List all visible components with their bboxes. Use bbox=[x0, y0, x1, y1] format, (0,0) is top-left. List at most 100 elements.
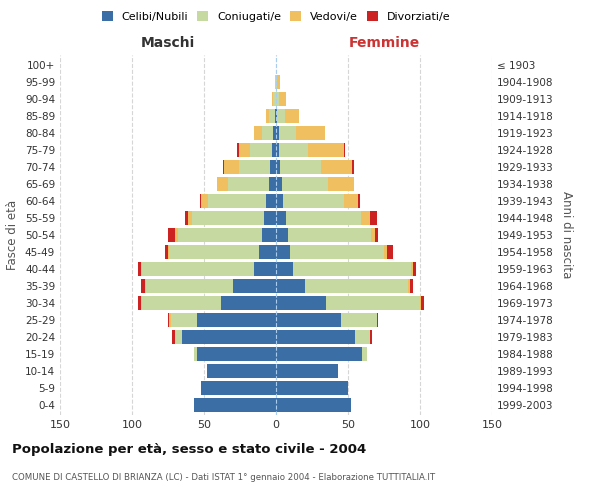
Bar bbox=[362, 347, 367, 360]
Bar bbox=[168, 245, 169, 259]
Bar bbox=[276, 228, 287, 242]
Bar bbox=[223, 160, 224, 174]
Bar bbox=[413, 262, 416, 276]
Bar bbox=[344, 144, 345, 157]
Bar bbox=[254, 262, 276, 276]
Bar bbox=[276, 160, 280, 174]
Bar bbox=[276, 347, 362, 360]
Bar bbox=[229, 178, 269, 191]
Bar bbox=[370, 211, 377, 225]
Bar bbox=[188, 211, 193, 225]
Bar bbox=[140, 296, 142, 310]
Bar bbox=[293, 262, 412, 276]
Bar bbox=[276, 92, 279, 106]
Bar bbox=[276, 211, 286, 225]
Bar bbox=[275, 76, 276, 89]
Bar bbox=[276, 398, 351, 411]
Bar bbox=[276, 126, 279, 140]
Bar bbox=[145, 279, 146, 292]
Bar bbox=[217, 178, 229, 191]
Text: Maschi: Maschi bbox=[141, 36, 195, 50]
Bar bbox=[269, 178, 276, 191]
Bar bbox=[273, 92, 276, 106]
Bar bbox=[169, 313, 171, 326]
Bar bbox=[142, 296, 221, 310]
Bar bbox=[207, 364, 276, 378]
Bar bbox=[272, 144, 276, 157]
Bar bbox=[341, 313, 377, 326]
Bar bbox=[283, 194, 344, 208]
Bar bbox=[165, 245, 168, 259]
Bar bbox=[326, 296, 420, 310]
Bar bbox=[138, 262, 140, 276]
Bar bbox=[142, 262, 254, 276]
Bar bbox=[194, 398, 276, 411]
Bar bbox=[376, 228, 378, 242]
Bar bbox=[328, 178, 354, 191]
Bar bbox=[279, 144, 308, 157]
Bar bbox=[279, 126, 296, 140]
Y-axis label: Anni di nascita: Anni di nascita bbox=[560, 192, 573, 278]
Bar bbox=[420, 296, 421, 310]
Text: Femmine: Femmine bbox=[349, 36, 419, 50]
Bar bbox=[273, 126, 276, 140]
Bar bbox=[344, 194, 358, 208]
Bar bbox=[171, 313, 197, 326]
Bar bbox=[308, 144, 344, 157]
Bar bbox=[275, 110, 276, 123]
Bar bbox=[276, 296, 326, 310]
Bar bbox=[276, 194, 283, 208]
Bar bbox=[279, 92, 286, 106]
Bar bbox=[409, 279, 410, 292]
Bar bbox=[138, 296, 140, 310]
Bar bbox=[276, 76, 277, 89]
Bar bbox=[193, 211, 265, 225]
Bar bbox=[208, 194, 266, 208]
Bar bbox=[284, 110, 299, 123]
Bar bbox=[250, 144, 272, 157]
Bar bbox=[201, 381, 276, 394]
Bar bbox=[276, 330, 355, 344]
Bar bbox=[276, 178, 282, 191]
Bar bbox=[377, 313, 378, 326]
Bar bbox=[387, 245, 392, 259]
Bar bbox=[276, 262, 293, 276]
Bar bbox=[270, 160, 276, 174]
Bar bbox=[282, 178, 328, 191]
Bar bbox=[410, 279, 413, 292]
Bar bbox=[276, 110, 277, 123]
Bar bbox=[175, 228, 178, 242]
Bar bbox=[384, 245, 387, 259]
Bar bbox=[277, 110, 284, 123]
Bar bbox=[185, 211, 188, 225]
Bar bbox=[358, 194, 359, 208]
Bar bbox=[254, 126, 262, 140]
Bar bbox=[286, 211, 361, 225]
Bar bbox=[277, 76, 280, 89]
Bar bbox=[272, 92, 273, 106]
Bar bbox=[172, 330, 175, 344]
Bar bbox=[175, 330, 182, 344]
Bar bbox=[266, 194, 276, 208]
Bar bbox=[276, 381, 348, 394]
Bar bbox=[259, 245, 276, 259]
Bar bbox=[266, 110, 269, 123]
Bar bbox=[276, 245, 290, 259]
Bar bbox=[178, 228, 262, 242]
Bar bbox=[197, 313, 276, 326]
Bar bbox=[320, 160, 352, 174]
Bar bbox=[197, 347, 276, 360]
Bar bbox=[276, 144, 279, 157]
Bar bbox=[168, 228, 175, 242]
Bar bbox=[201, 194, 208, 208]
Bar bbox=[140, 279, 145, 292]
Bar bbox=[140, 262, 142, 276]
Bar bbox=[276, 279, 305, 292]
Bar bbox=[361, 211, 370, 225]
Legend: Celibi/Nubili, Coniugati/e, Vedovi/e, Divorziati/e: Celibi/Nubili, Coniugati/e, Vedovi/e, Di… bbox=[98, 8, 454, 25]
Bar bbox=[421, 296, 424, 310]
Bar bbox=[146, 279, 233, 292]
Bar bbox=[224, 160, 239, 174]
Bar bbox=[262, 228, 276, 242]
Y-axis label: Fasce di età: Fasce di età bbox=[7, 200, 19, 270]
